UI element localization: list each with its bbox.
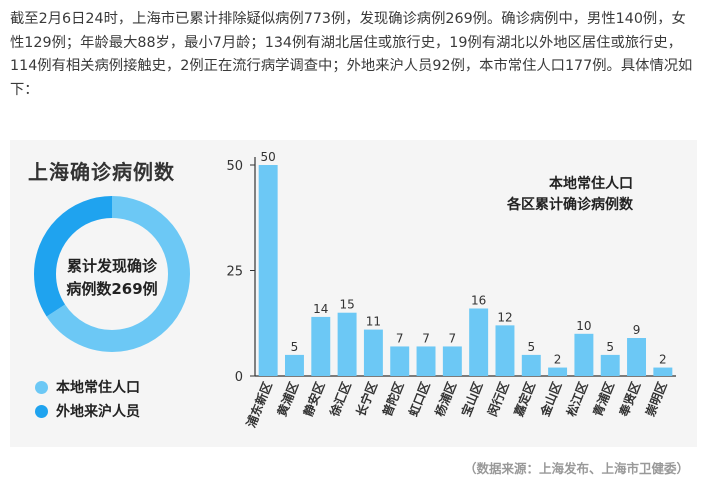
bar [416, 346, 436, 376]
donut-title: 上海确诊病例数 [28, 160, 175, 184]
bar [548, 367, 568, 376]
legend-item-nonlocal: 外地来沪人员 [35, 400, 140, 422]
bar-value-label: 15 [339, 298, 354, 312]
bar [363, 329, 383, 376]
bar-value-label: 7 [422, 331, 430, 345]
bar-value-label: 7 [449, 331, 457, 345]
bar [653, 367, 673, 376]
donut-center-label: 累计发现确诊 病例数269例 [30, 255, 194, 301]
bar [390, 346, 410, 376]
chart-title-line: 各区累计确诊病例数 [506, 196, 634, 213]
donut-center-line1: 累计发现确诊 [66, 257, 157, 275]
legend-label-local: 本地常住人口 [56, 380, 140, 396]
bar [258, 165, 278, 376]
x-tick-label: 黄浦区 [274, 380, 301, 419]
donut-chart [34, 196, 190, 352]
bar-value-label: 10 [576, 319, 591, 333]
x-tick-label: 普陀区 [379, 380, 406, 419]
x-tick-label: 松江区 [563, 380, 590, 419]
y-tick-label: 25 [226, 265, 243, 280]
x-tick-label: 长宁区 [353, 380, 380, 419]
x-tick-label: 虹口区 [405, 380, 432, 419]
bar-value-label: 50 [261, 150, 276, 164]
bar [574, 333, 594, 376]
legend-label-nonlocal: 外地来沪人员 [56, 404, 140, 420]
bar [600, 354, 620, 376]
x-tick-label: 崇明区 [642, 380, 669, 419]
x-tick-label: 浦东新区 [243, 380, 275, 430]
legend-dot-local [35, 380, 48, 394]
infographic-panel [10, 140, 697, 447]
x-tick-label: 闵行区 [484, 380, 511, 419]
bar-value-label: 2 [659, 353, 667, 367]
y-tick-label: 50 [226, 159, 243, 174]
district-bar-chart: 02550本地常住人口各区累计确诊病例数50浦东新区5黄浦区14静安区15徐汇区… [226, 150, 676, 430]
bar [469, 308, 489, 376]
x-tick-label: 静安区 [300, 380, 327, 419]
intro-paragraph: 截至2月6日24时，上海市已累计排除疑似病例773例，发现确诊病例269例。确诊… [10, 11, 693, 98]
donut-legend: 本地常住人口 外地来沪人员 [35, 376, 140, 424]
bar [521, 354, 541, 376]
bar-value-label: 11 [366, 315, 381, 329]
bar-value-label: 5 [606, 340, 614, 354]
x-tick-label: 奉贤区 [616, 380, 644, 420]
x-tick-label: 徐汇区 [326, 380, 354, 420]
bar-value-label: 5 [291, 340, 299, 354]
bar-value-label: 16 [471, 293, 486, 307]
chart-title-line: 本地常住人口 [549, 175, 633, 192]
bar [311, 316, 331, 376]
x-tick-label: 杨浦区 [432, 380, 459, 419]
bar [495, 325, 515, 376]
bar [442, 346, 462, 376]
bar [284, 354, 304, 376]
x-tick-label: 嘉定区 [510, 380, 538, 420]
y-tick-label: 0 [235, 370, 243, 385]
donut-center-line2: 病例数269例 [66, 280, 158, 298]
bar-value-label: 2 [554, 353, 562, 367]
bar-value-label: 12 [497, 310, 512, 324]
bar [337, 312, 357, 376]
legend-dot-nonlocal [35, 404, 48, 418]
x-tick-label: 青浦区 [590, 380, 617, 419]
data-source: （数据来源：上海发布、上海市卫健委） [463, 461, 689, 476]
bar-value-label: 14 [313, 302, 328, 316]
x-tick-label: 宝山区 [458, 380, 485, 419]
bar-value-label: 5 [527, 340, 535, 354]
bar-value-label: 9 [633, 323, 641, 337]
donut-segment-nonlocal [34, 196, 190, 352]
x-tick-label: 金山区 [537, 380, 565, 420]
bar-value-label: 7 [396, 331, 404, 345]
legend-item-local: 本地常住人口 [35, 376, 140, 398]
bar [627, 338, 647, 376]
